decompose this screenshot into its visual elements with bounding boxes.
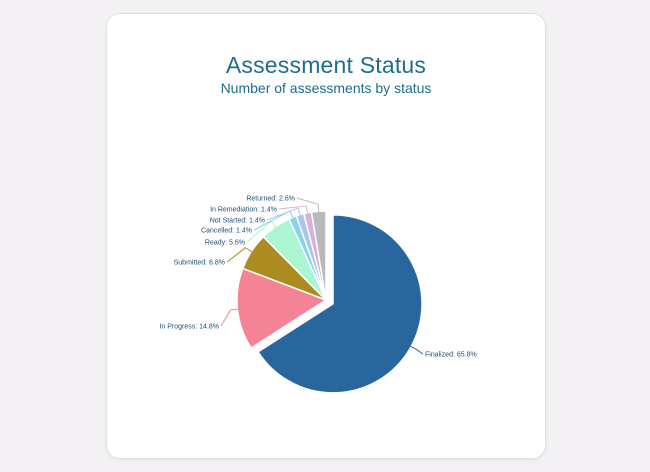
slice-connector bbox=[409, 345, 424, 355]
slice-connector bbox=[226, 247, 254, 263]
slice-label: Finalized: 65.8% bbox=[425, 352, 477, 359]
slice-label: Returned: 2.6% bbox=[246, 196, 295, 203]
slice-label: In Progress: 14.8% bbox=[159, 324, 219, 331]
chart-card: Assessment Status Number of assessments … bbox=[106, 13, 546, 459]
slice-connector bbox=[220, 308, 240, 327]
chart-title: Assessment Status bbox=[225, 52, 427, 78]
slice-connector bbox=[266, 207, 302, 221]
slice-label: Not Started: 1.4% bbox=[210, 218, 265, 225]
slice-connector bbox=[296, 197, 320, 214]
slice-connector bbox=[278, 205, 309, 215]
slice-label: Ready: 5.6% bbox=[205, 240, 245, 247]
slice-label: Cancelled: 1.4% bbox=[201, 228, 252, 235]
slice-label: Submitted: 6.8% bbox=[174, 260, 225, 267]
slice-label: In Remediation: 1.4% bbox=[210, 207, 277, 214]
chart-subtitle: Number of assessments by status bbox=[220, 80, 432, 96]
pie-chart: Finalized: 65.8% In Progress: 14.8% Submit… bbox=[159, 196, 477, 394]
